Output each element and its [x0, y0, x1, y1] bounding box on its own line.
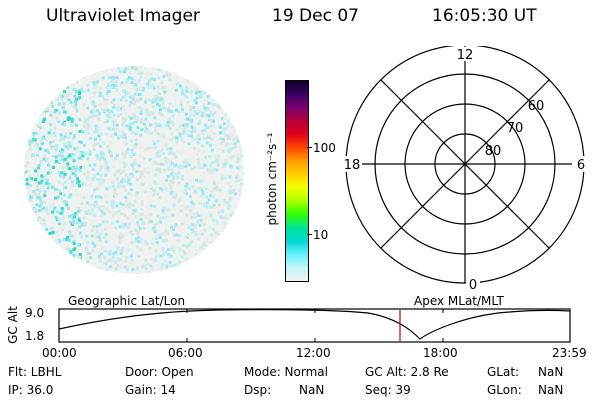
colorbar — [285, 80, 309, 282]
colorbar-tickmark — [307, 234, 312, 235]
polar-line-diag — [380, 79, 550, 249]
status-glat-value: NaN — [538, 365, 564, 379]
uv-earth-image — [24, 66, 244, 274]
colorbar-unit-label: photon cm⁻²s⁻¹ — [265, 132, 279, 226]
status-glat-label: GLat: — [487, 365, 520, 379]
colorbar-tick-10: 10 — [313, 228, 329, 242]
polar-label-0: 0 — [469, 278, 477, 293]
polar-label-lat-70: 70 — [507, 121, 524, 136]
date-label: 19 Dec 07 — [272, 6, 359, 26]
polar-mlt-plot: 12 18 6 0 80 70 60 — [340, 46, 588, 293]
altitude-xtick-0000: 00:00 — [42, 346, 77, 360]
status-door: Door: Open — [125, 365, 194, 379]
status-ip: IP: 36.0 — [8, 383, 54, 397]
altitude-curve — [58, 309, 571, 340]
polar-label-12: 12 — [457, 48, 474, 63]
status-filter: Flt: LBHL — [8, 365, 62, 379]
status-mode: Mode: Normal — [244, 365, 328, 379]
polar-label-6: 6 — [577, 158, 585, 173]
status-glon-label: GLon: — [487, 383, 522, 397]
altitude-xtick-1800: 18:00 — [423, 346, 458, 360]
altitude-ytick-9: 9.0 — [25, 306, 45, 320]
colorbar-tickmark — [307, 147, 312, 148]
altitude-y-label: GC Alt — [6, 306, 20, 344]
altitude-right-label: Apex MLat/MLT — [414, 294, 504, 308]
status-gain: Gain: 14 — [125, 383, 176, 397]
altitude-plot — [58, 308, 571, 343]
status-gc-alt: GC Alt: 2.8 Re — [365, 365, 449, 379]
polar-label-18: 18 — [344, 158, 361, 173]
polar-label-lat-60: 60 — [528, 99, 545, 114]
altitude-xtick-2359: 23:59 — [552, 346, 587, 360]
altitude-left-label: Geographic Lat/Lon — [68, 294, 186, 308]
status-seq: Seq: 39 — [365, 383, 411, 397]
altitude-ytick-1-8: 1.8 — [25, 329, 45, 343]
status-glon-value: NaN — [538, 383, 564, 397]
altitude-xtick-0600: 06:00 — [168, 346, 203, 360]
polar-label-lat-80: 80 — [485, 144, 502, 159]
status-dsp-value: NaN — [299, 383, 325, 397]
status-dsp-label: Dsp: — [244, 383, 272, 397]
time-label: 16:05:30 UT — [432, 6, 537, 26]
instrument-title: Ultraviolet Imager — [46, 6, 200, 26]
colorbar-tick-100: 100 — [313, 141, 336, 155]
altitude-xtick-1200: 12:00 — [296, 346, 331, 360]
